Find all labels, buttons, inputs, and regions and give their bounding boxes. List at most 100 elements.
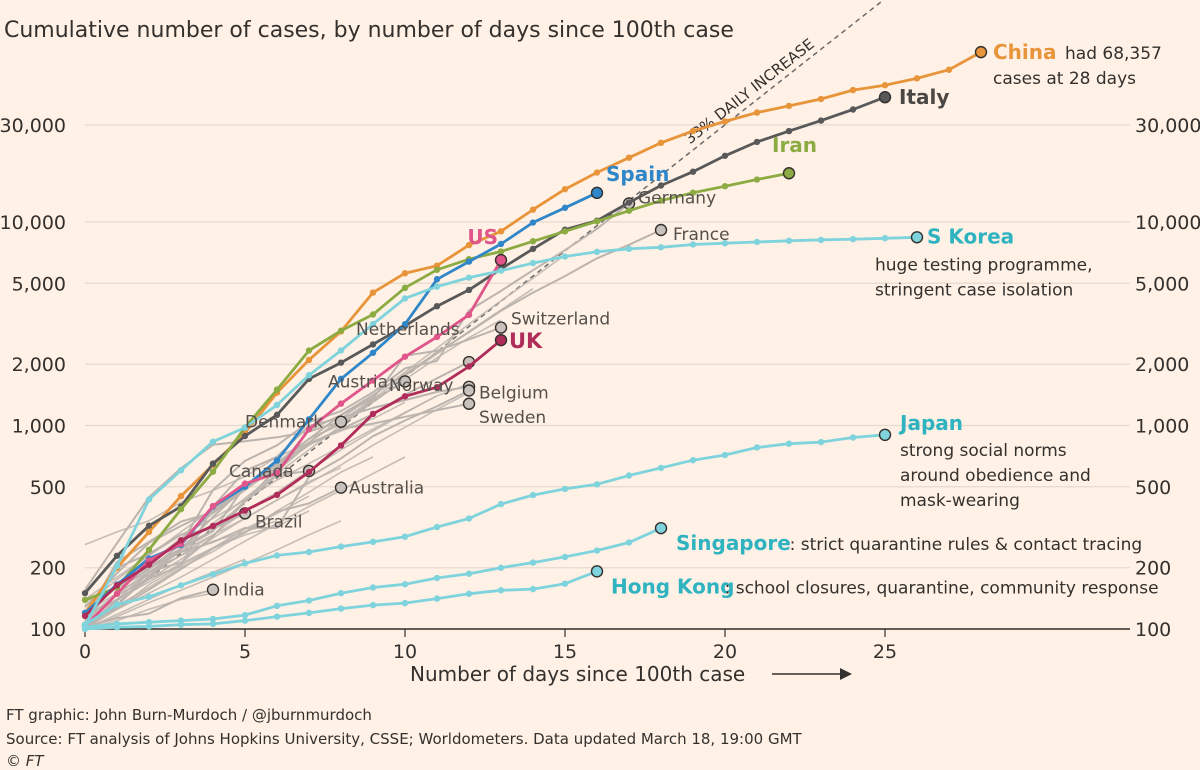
point-us	[401, 353, 409, 360]
point-s-korea	[593, 248, 601, 256]
point-hong-kong	[273, 613, 281, 620]
y-tick-label-left: 1,000	[12, 416, 66, 438]
point-china	[465, 241, 473, 249]
point-hong-kong	[369, 601, 377, 609]
point-iran	[273, 386, 281, 393]
point-china	[497, 228, 505, 235]
y-tick-label-left: 5,000	[12, 273, 66, 295]
point-singapore	[593, 547, 601, 554]
y-axis-labels: 100 100 200 200 500 500 1,000 1,000 2,000 2,000 5,…	[0, 115, 1200, 641]
point-us	[433, 333, 441, 341]
endpoint-hong-kong	[590, 565, 604, 578]
endpoint-uk	[494, 333, 508, 347]
y-tick-label-left: 10,000	[0, 212, 66, 234]
source-line: Source: FT analysis of Johns Hopkins Uni…	[6, 730, 802, 748]
annotation-japan-line: strong social norms	[900, 441, 1067, 461]
point-s-korea	[337, 347, 345, 354]
point-hong-kong	[81, 625, 89, 633]
series-france	[84, 223, 668, 630]
point-china	[881, 82, 889, 89]
y-tick-label-right: 100	[1135, 619, 1171, 641]
y-tick-label-left: 500	[30, 477, 66, 499]
point-japan	[241, 560, 249, 567]
point-japan	[657, 464, 665, 472]
point-china	[913, 75, 921, 82]
point-us	[305, 425, 313, 433]
point-japan	[689, 457, 697, 464]
point-japan	[465, 515, 473, 522]
y-tick-label-right: 10,000	[1135, 212, 1200, 234]
point-singapore	[625, 539, 633, 546]
point-us	[273, 469, 281, 477]
point-s-korea	[209, 438, 217, 445]
point-italy	[785, 127, 793, 135]
point-s-korea	[881, 235, 889, 242]
point-uk	[81, 612, 89, 620]
point-uk	[305, 468, 313, 476]
point-spain	[305, 416, 313, 423]
annotation-s-korea-line: stringent case isolation	[875, 280, 1073, 300]
endpoint-belgium	[462, 384, 476, 397]
point-hong-kong	[497, 587, 505, 594]
point-uk	[145, 561, 153, 568]
point-italy	[529, 245, 537, 253]
endpoint-s-korea	[910, 231, 924, 244]
series-uk	[81, 333, 508, 620]
endpoint-italy	[878, 91, 892, 104]
point-china	[177, 492, 185, 500]
point-iran	[337, 327, 345, 334]
point-singapore	[401, 581, 409, 588]
point-uk	[241, 507, 249, 514]
endpoint-sweden	[462, 397, 476, 410]
point-singapore	[305, 597, 313, 604]
point-italy	[81, 589, 89, 597]
point-s-korea	[785, 237, 793, 244]
series-india	[84, 583, 220, 629]
label-australia: Australia	[349, 479, 424, 499]
x-tick-label: 15	[553, 641, 577, 663]
series-japan	[81, 428, 892, 628]
point-singapore	[209, 615, 217, 623]
label-singapore: Singapore	[676, 531, 791, 555]
point-s-korea	[561, 253, 569, 260]
point-s-korea	[497, 267, 505, 274]
point-china	[625, 154, 633, 161]
point-iran	[497, 248, 505, 255]
point-uk	[369, 410, 377, 418]
annotation-hong-kong: : school closures, quarantine, community…	[725, 578, 1159, 598]
line-france	[84, 229, 662, 630]
endpoint-india	[206, 583, 220, 596]
point-china	[305, 356, 313, 364]
point-uk	[177, 537, 185, 544]
point-japan	[721, 451, 729, 459]
point-iran	[209, 468, 217, 475]
point-s-korea	[817, 236, 825, 244]
point-iran	[305, 347, 313, 354]
point-china	[785, 102, 793, 110]
annotation-singapore: : strict quarantine rules & contact trac…	[790, 535, 1143, 555]
y-tick-label-left: 30,000	[0, 115, 66, 137]
point-spain	[273, 457, 281, 464]
point-us	[209, 502, 217, 510]
point-japan	[785, 440, 793, 447]
point-china	[817, 95, 825, 103]
line-us	[84, 259, 503, 628]
point-italy	[689, 168, 697, 175]
point-spain	[401, 321, 409, 328]
point-s-korea	[849, 235, 857, 243]
point-singapore	[465, 570, 473, 577]
point-japan	[177, 582, 185, 589]
endpoint-us	[494, 253, 508, 267]
endpoint-china	[974, 45, 988, 59]
label-brazil: Brazil	[255, 512, 302, 532]
line-canada	[84, 469, 310, 628]
point-japan	[497, 500, 505, 508]
point-iran	[529, 238, 537, 245]
label-hong-kong: Hong Kong	[611, 574, 734, 598]
point-italy	[369, 341, 377, 348]
point-japan	[561, 485, 569, 493]
endpoint-iran	[782, 167, 796, 180]
reference-line-dashed	[84, 0, 884, 630]
point-uk	[273, 491, 281, 499]
